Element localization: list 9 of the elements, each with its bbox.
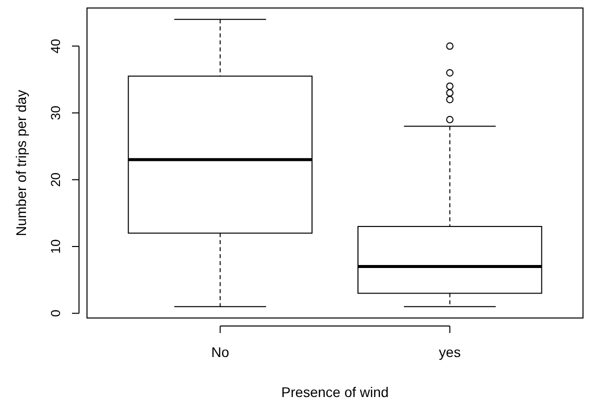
y-tick-label: 20 xyxy=(48,172,63,187)
y-tick-label: 40 xyxy=(48,38,63,54)
y-tick-label: 30 xyxy=(48,106,63,120)
y-tick-label: 10 xyxy=(48,239,63,254)
y-tick-label: 0 xyxy=(48,310,63,317)
y-axis-title: Number of trips per day xyxy=(13,90,29,236)
x-tick-label: yes xyxy=(438,344,461,360)
x-tick-label: No xyxy=(211,344,230,360)
x-axis-title: Presence of wind xyxy=(281,384,389,400)
